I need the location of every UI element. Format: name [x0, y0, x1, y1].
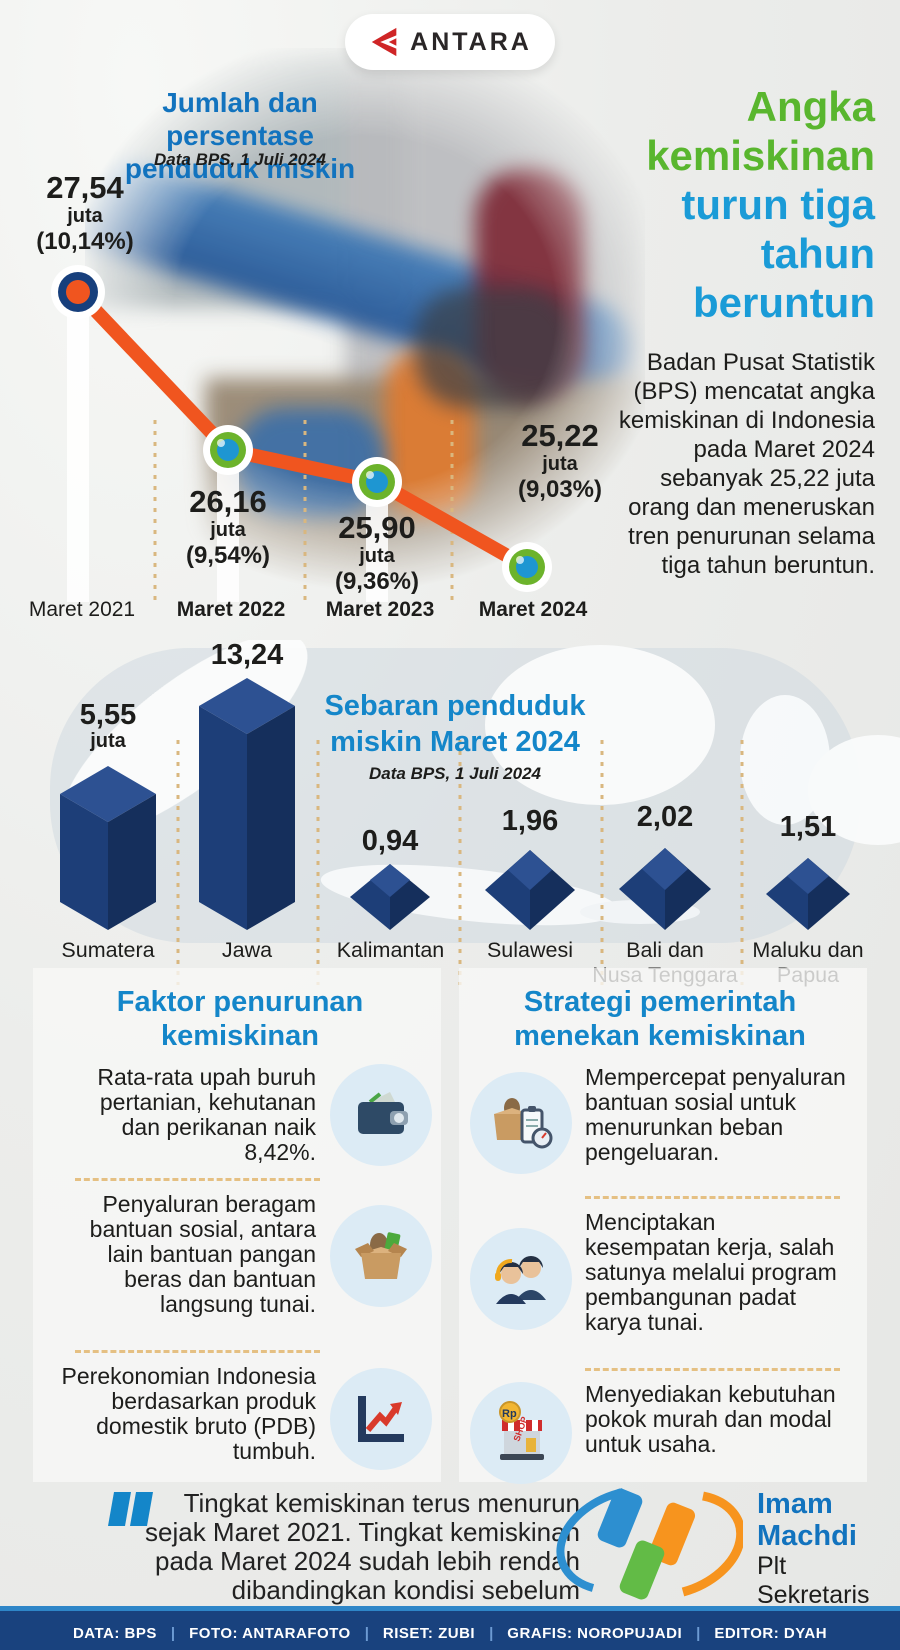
x-label-maret-2022: Maret 2022 — [176, 598, 286, 621]
factor-separator-2 — [75, 1350, 320, 1353]
strategy-separator-2 — [585, 1368, 840, 1371]
aid-clipboard-icon — [494, 1098, 553, 1149]
category-separators — [176, 740, 744, 985]
factor-item-1-text: Rata-rata upah buruh pertanian, kehutana… — [97, 1064, 316, 1165]
factor-item-2-icon-wrap — [330, 1205, 432, 1307]
line-chart-source: Data BPS, 1 Juli 2024 — [154, 150, 326, 169]
growth-chart-icon — [358, 1396, 404, 1442]
bar-value-jawa: 13,24 — [210, 639, 284, 671]
region-label-jawa: Jawa — [221, 938, 273, 962]
quote-author: Imam Machdi — [757, 1488, 857, 1552]
wallet-icon — [358, 1092, 408, 1134]
x-label-maret-2023: Maret 2023 — [325, 598, 435, 621]
bar-chart-title: Sebaran penduduk miskin Maret 2024 — [324, 690, 586, 758]
factor-separator-1 — [75, 1178, 320, 1181]
credit-separator: | — [170, 1624, 176, 1642]
bar-value-sulawesi: 1,96 — [501, 805, 559, 837]
awning-stripes — [502, 1420, 542, 1431]
bar-bali-nusa-tenggara — [619, 848, 711, 930]
antara-logo: ANTARA — [345, 14, 555, 70]
strategy-item-2-icon-wrap — [470, 1228, 572, 1330]
intro-paragraph: Badan Pusat Statistik (BPS) mencatat ang… — [618, 349, 875, 579]
quote-text: Tingkat kemiskinan terus menurun sejak M… — [145, 1488, 580, 1634]
line-chart-title: Jumlah dan persentase penduduk miskin — [124, 87, 356, 184]
factor-item-3-icon-wrap — [330, 1368, 432, 1470]
page-title: Angka kemiskinan turun tiga tahun berunt… — [646, 83, 875, 326]
strategy-item-3-text: Menyediakan kebutuhan pokok murah dan mo… — [585, 1381, 836, 1457]
strategy-separator-1 — [585, 1196, 840, 1199]
workers-icon — [495, 1256, 546, 1304]
credit-editor: EDITOR: DYAH — [714, 1624, 828, 1642]
credit-grafis: GRAFIS: NOROPUJADI — [507, 1624, 683, 1642]
datapoint-2022-label: 26,16 juta (9,54%) — [185, 484, 271, 570]
boat-photo — [85, 48, 645, 596]
credit-separator: | — [489, 1624, 494, 1642]
strategy-item-1-icon-wrap — [470, 1072, 572, 1174]
credit-separator: | — [364, 1624, 369, 1642]
bar-kalimantan — [350, 864, 430, 930]
datapoint-2024-label: 25,22 juta (9,03%) — [517, 418, 603, 504]
credit-foto: FOTO: ANTARAFOTO — [189, 1624, 351, 1642]
factors-title: Faktor penurunan kemiskinan — [116, 986, 364, 1052]
footer-credits-bar: DATA: BPS | FOTO: ANTARAFOTO | RISET: ZU… — [0, 1606, 900, 1650]
bar-value-sumatera: 5,55 juta — [79, 699, 137, 752]
shop-icon: SHOP Rp — [499, 1401, 544, 1460]
bar-value-kalimantan: 0,94 — [361, 825, 419, 857]
antara-wordmark: ANTARA — [410, 27, 532, 56]
bps-logo — [556, 1488, 743, 1600]
marker-maret-2021 — [51, 265, 105, 319]
strategy-item-2-text: Menciptakan kesempatan kerja, salah satu… — [585, 1209, 837, 1335]
strategy-item-3-icon-wrap: SHOP Rp — [470, 1382, 572, 1484]
x-label-maret-2021: Maret 2021 — [28, 598, 136, 621]
marker-maret-2022 — [203, 425, 253, 475]
bar-sumatera — [60, 766, 156, 930]
factor-item-1-icon-wrap — [330, 1064, 432, 1166]
quote-icon — [108, 1492, 153, 1526]
bar-value-maluku: 1,51 — [779, 811, 837, 843]
credit-riset: RISET: ZUBI — [382, 1624, 476, 1642]
indonesia-map-bar-chart — [50, 640, 900, 985]
datapoint-2021-label: 27,54 juta (10,14%) — [36, 170, 134, 256]
antara-arrow-icon — [371, 27, 397, 57]
bar-sulawesi — [485, 850, 575, 930]
trend-line — [71, 285, 534, 574]
x-label-maret-2024: Maret 2024 — [478, 598, 588, 621]
svg-text:Rp: Rp — [502, 1408, 517, 1420]
bar-chart-source: Data BPS, 1 Juli 2024 — [369, 764, 541, 783]
credit-separator: | — [696, 1624, 701, 1642]
bar-maluku-papua — [766, 858, 850, 930]
region-label-sulawesi: Sulawesi — [486, 938, 574, 962]
strategies-title: Strategi pemerintah menekan kemiskinan — [514, 986, 806, 1052]
marker-maret-2024 — [502, 542, 552, 592]
bar-value-bali: 2,02 — [636, 801, 694, 833]
factor-item-2-text: Penyaluran beragam bantuan sosial, antar… — [89, 1191, 316, 1317]
marker-maret-2023 — [352, 457, 402, 507]
poverty-line-chart — [51, 265, 552, 602]
credit-data: DATA: BPS — [72, 1624, 157, 1642]
aid-box-icon — [355, 1232, 407, 1279]
strategy-item-1-text: Mempercepat penyaluran bantuan sosial un… — [585, 1064, 846, 1165]
region-label-sumatera: Sumatera — [61, 938, 155, 962]
region-label-kalimantan: Kalimantan — [336, 938, 445, 962]
factor-item-3-text: Perekonomian Indonesia berdasarkan produ… — [61, 1363, 316, 1464]
bar-jawa — [199, 678, 295, 930]
datapoint-2023-label: 25,90 juta (9,36%) — [334, 510, 420, 596]
